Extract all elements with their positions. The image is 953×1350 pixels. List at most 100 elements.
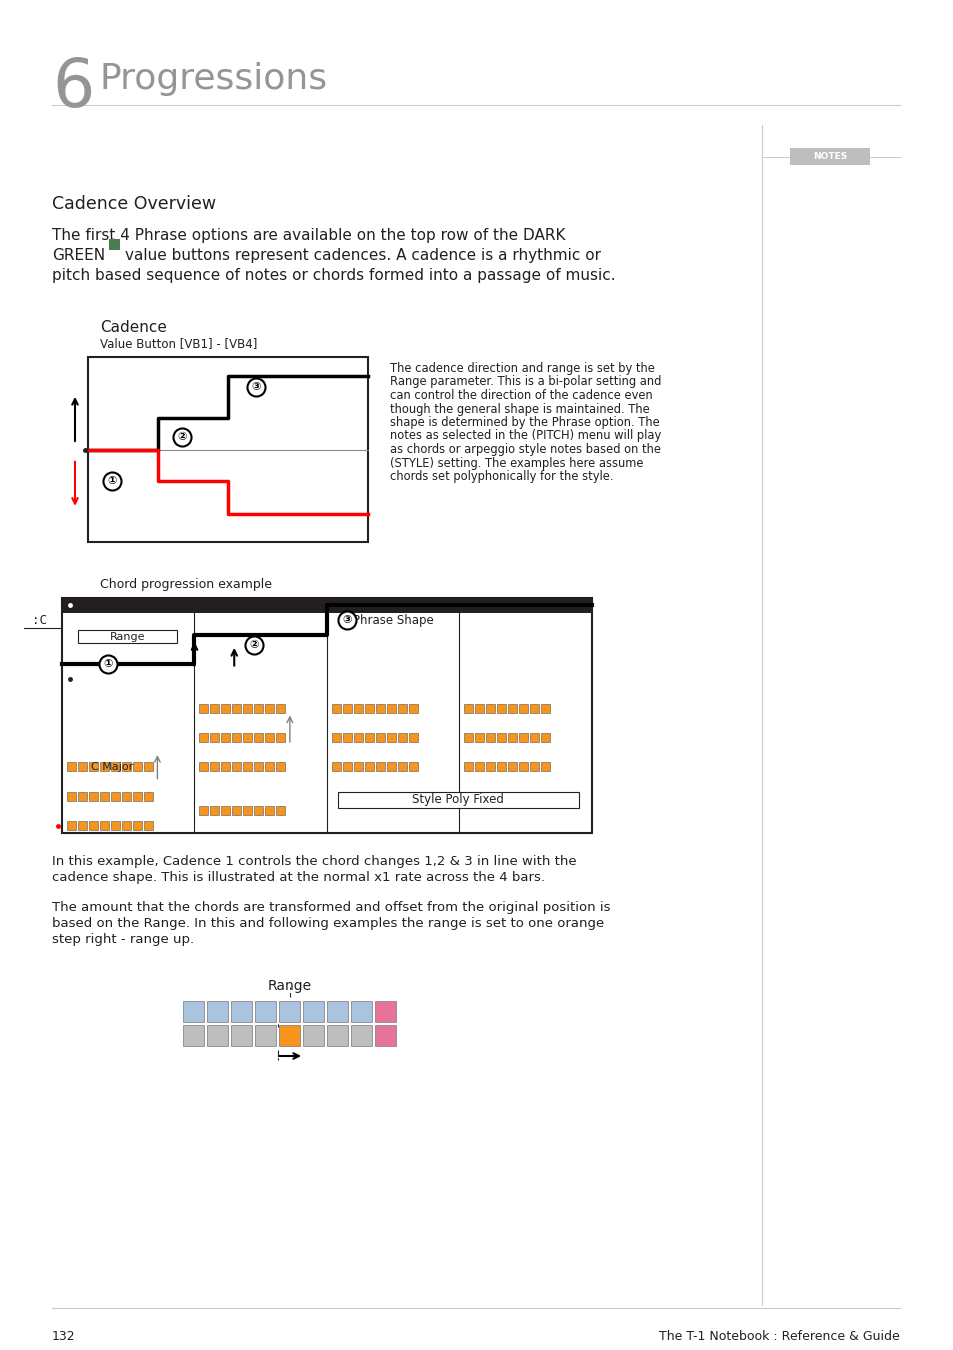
Bar	[475, 703, 484, 713]
Bar	[221, 763, 231, 771]
Bar	[254, 703, 263, 713]
Text: Progressions: Progressions	[100, 62, 328, 96]
Text: shape is determined by the Phrase option. The: shape is determined by the Phrase option…	[390, 416, 659, 429]
Bar	[343, 733, 352, 743]
Bar	[276, 806, 285, 815]
Bar	[211, 703, 219, 713]
Bar	[397, 733, 407, 743]
Text: Style Poly Fixed: Style Poly Fixed	[412, 794, 503, 806]
Bar	[486, 733, 495, 743]
Text: chords set polyphonically for the style.: chords set polyphonically for the style.	[390, 470, 613, 483]
Text: The T-1 Notebook : Reference & Guide: The T-1 Notebook : Reference & Guide	[659, 1330, 899, 1343]
Bar	[78, 792, 87, 801]
Bar	[265, 763, 274, 771]
Bar	[243, 703, 253, 713]
Bar	[221, 733, 231, 743]
Bar	[208, 1000, 229, 1022]
Bar	[519, 763, 528, 771]
Bar	[409, 703, 417, 713]
Bar	[541, 763, 550, 771]
Bar	[144, 821, 152, 830]
Bar	[365, 763, 374, 771]
Bar	[62, 598, 592, 833]
Bar	[343, 763, 352, 771]
Bar	[211, 806, 219, 815]
Text: In this example, Cadence 1 controls the chord changes 1,2 & 3 in line with the: In this example, Cadence 1 controls the …	[52, 855, 576, 868]
Text: step right - range up.: step right - range up.	[52, 933, 193, 946]
Bar	[276, 733, 285, 743]
Text: notes as selected in the (PITCH) menu will play: notes as selected in the (PITCH) menu wi…	[390, 429, 660, 443]
Bar	[255, 1025, 276, 1046]
Bar	[327, 1000, 348, 1022]
Text: based on the Range. In this and following examples the range is set to one orang: based on the Range. In this and followin…	[52, 917, 603, 930]
Bar	[530, 703, 539, 713]
Bar	[233, 733, 241, 743]
Text: value buttons represent cadences. A cadence is a rhythmic or: value buttons represent cadences. A cade…	[125, 248, 600, 263]
Bar	[243, 763, 253, 771]
Bar	[211, 733, 219, 743]
Bar	[464, 763, 473, 771]
Bar	[365, 703, 374, 713]
Bar	[397, 763, 407, 771]
Bar	[100, 821, 109, 830]
Bar	[354, 733, 363, 743]
Bar	[158, 356, 228, 541]
Bar	[111, 763, 120, 771]
Bar	[508, 763, 517, 771]
Bar	[62, 656, 592, 671]
Bar	[144, 763, 152, 771]
Bar	[122, 821, 131, 830]
Bar	[89, 821, 98, 830]
Text: 6: 6	[52, 55, 94, 122]
Text: :C: :C	[32, 613, 48, 626]
Bar	[332, 733, 340, 743]
Text: The cadence direction and range is set by the: The cadence direction and range is set b…	[390, 362, 654, 375]
Bar	[343, 703, 352, 713]
Bar	[279, 1025, 300, 1046]
Bar	[62, 730, 592, 745]
Bar	[303, 1025, 324, 1046]
Bar	[409, 763, 417, 771]
Bar	[232, 1025, 253, 1046]
Bar	[354, 763, 363, 771]
Bar	[62, 745, 592, 760]
Text: Range parameter. This is a bi-polar setting and: Range parameter. This is a bi-polar sett…	[390, 375, 660, 389]
Text: C Major: C Major	[91, 761, 133, 772]
Bar	[144, 792, 152, 801]
Bar	[100, 763, 109, 771]
Bar	[109, 239, 120, 250]
Bar	[508, 733, 517, 743]
Text: The amount that the chords are transformed and offset from the original position: The amount that the chords are transform…	[52, 900, 610, 914]
Bar	[375, 763, 385, 771]
Bar	[375, 733, 385, 743]
Bar	[67, 821, 76, 830]
Bar	[62, 643, 592, 656]
Bar	[88, 356, 368, 541]
Bar	[519, 733, 528, 743]
Bar	[221, 703, 231, 713]
Text: NOTES: NOTES	[812, 153, 846, 161]
Bar	[541, 703, 550, 713]
Bar	[464, 733, 473, 743]
Text: ③: ③	[342, 616, 352, 625]
Bar	[132, 821, 142, 830]
Text: cadence shape. This is illustrated at the normal x1 rate across the 4 bars.: cadence shape. This is illustrated at th…	[52, 871, 544, 884]
Bar	[62, 760, 592, 775]
Bar	[486, 763, 495, 771]
Bar	[62, 628, 592, 643]
Bar	[255, 1000, 276, 1022]
Text: Chord progression example: Chord progression example	[100, 578, 272, 591]
Bar	[132, 792, 142, 801]
Bar	[303, 1000, 324, 1022]
Bar	[208, 1025, 229, 1046]
Bar	[265, 703, 274, 713]
Bar	[327, 1025, 348, 1046]
Bar	[233, 763, 241, 771]
Text: ②: ②	[177, 432, 187, 441]
Bar	[337, 792, 578, 809]
Bar	[62, 613, 592, 628]
Text: Phrase Shape: Phrase Shape	[353, 613, 434, 626]
Bar	[530, 733, 539, 743]
Bar	[464, 703, 473, 713]
Bar	[265, 806, 274, 815]
